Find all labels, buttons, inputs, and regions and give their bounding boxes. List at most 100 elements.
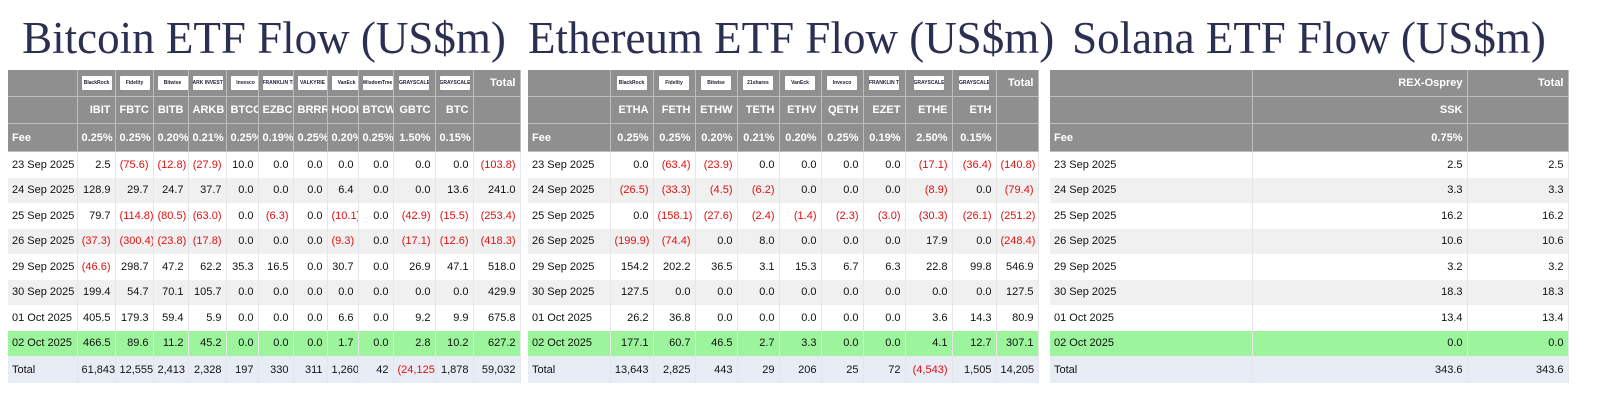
flow-value: (9.3) <box>327 228 359 254</box>
total-header: Total <box>996 70 1039 97</box>
flow-value: 16.2 <box>1467 203 1569 229</box>
flow-table: REX-Osprey Total SSK Fee 0.75% 23 Sep 2025 2.5… <box>1050 70 1569 383</box>
date: 02 Oct 2025 <box>528 330 611 356</box>
flow-value: 3.2 <box>1467 254 1569 280</box>
ticker: ETHV <box>779 96 822 124</box>
flow-value: 0.0 <box>258 305 294 331</box>
data-row: 29 Sep 2025 154.2 202.2 36.5 3.1 15.3 6.7 6.3 22… <box>528 254 1039 280</box>
flow-value: 13.4 <box>1467 305 1569 331</box>
flow-value: 13.6 <box>435 177 474 203</box>
flow-value: 2.7 <box>737 330 780 356</box>
flow-value: 0.0 <box>226 305 259 331</box>
flow-value: 0.0 <box>293 279 328 305</box>
flow-value: (10.1) <box>327 203 359 229</box>
fund-logo: BlackRock <box>616 76 647 90</box>
flow-value: (8.9) <box>905 177 953 203</box>
flow-value: (23.9) <box>695 151 738 178</box>
ticker: EZBC <box>258 96 294 124</box>
flow-value: 0.0 <box>821 177 864 203</box>
date: 23 Sep 2025 <box>8 151 78 178</box>
flow-value: (27.6) <box>695 203 738 229</box>
flow-value: 179.3 <box>115 305 154 331</box>
date: 23 Sep 2025 <box>528 151 611 178</box>
flow-value: 0.0 <box>905 279 953 305</box>
flow-value: 0.0 <box>293 330 328 356</box>
flow-value: 37.7 <box>188 177 227 203</box>
issuer: REX-Osprey <box>1252 70 1468 97</box>
total-row: Total 61,843 12,555 2,413 2,328 197 330 311 1,26… <box>8 356 521 383</box>
date: 29 Sep 2025 <box>1050 254 1253 280</box>
flow-value: 0.0 <box>293 151 328 178</box>
flow-value: (4.5) <box>695 177 738 203</box>
ticker: BITB <box>153 96 189 124</box>
fund-logo: ARK INVEST <box>192 76 223 90</box>
flow-value: 80.9 <box>996 305 1039 331</box>
ticker: SSK <box>1252 96 1468 124</box>
fee-row: Fee 0.25% 0.25% 0.20% 0.21% 0.20% 0.25% 0.19% 2.… <box>528 123 1039 152</box>
total-header: Total <box>1467 70 1569 97</box>
header-row: IBITFBTCBITBARKBBTCOEZBCBRRRHODLBTCWGBTC… <box>8 96 521 124</box>
flow-value: (74.4) <box>653 228 696 254</box>
flow-value: (17.1) <box>905 151 953 178</box>
flow-value: 5.9 <box>188 305 227 331</box>
flow-value: 10.2 <box>435 330 474 356</box>
flow-value: 202.2 <box>653 254 696 280</box>
flow-value: 0.0 <box>695 279 738 305</box>
fund-logo: Fidelity <box>119 76 150 90</box>
flow-value: 0.0 <box>863 151 906 178</box>
flow-value: 0.0 <box>435 151 474 178</box>
flow-value: 0.0 <box>610 151 654 178</box>
data-row: 25 Sep 2025 79.7 (114.8) (80.5) (63.0) 0.0 (6.… <box>8 203 521 229</box>
flow-value: 2.5 <box>1252 151 1468 178</box>
flow-value: 8.0 <box>737 228 780 254</box>
ticker: HODL <box>327 96 359 124</box>
flow-value: (80.5) <box>153 203 189 229</box>
fund-logo: GRAYSCALE <box>439 76 470 90</box>
fee-label: Fee <box>1050 123 1253 152</box>
fund-logo: 21shares <box>743 76 773 90</box>
table-title: Bitcoin ETF Flow (US$m) <box>22 13 506 63</box>
total-label: Total <box>8 356 78 383</box>
flow-value: 6.7 <box>821 254 864 280</box>
flow-value: 0.0 <box>737 151 780 178</box>
flow-value: 105.7 <box>188 279 227 305</box>
flow-value: 199.4 <box>77 279 116 305</box>
flow-value: 26.2 <box>610 305 654 331</box>
fee: 1.50% <box>393 123 436 152</box>
logo-cell: VanEck <box>779 70 822 97</box>
fund-logo: VanEck <box>785 76 815 90</box>
flow-value: (79.4) <box>996 177 1039 203</box>
date: 26 Sep 2025 <box>8 228 78 254</box>
total-value: 206 <box>779 356 822 383</box>
data-row: 23 Sep 2025 0.0 (63.4) (23.9) 0.0 0.0 0.0 0.0 (1… <box>528 151 1039 178</box>
date: 24 Sep 2025 <box>1050 177 1253 203</box>
fund-logo: WisdomTree <box>362 76 392 90</box>
flow-value: 2.5 <box>77 151 116 178</box>
fee: 0.20% <box>327 123 359 152</box>
logo-cell: ARK INVEST <box>188 70 227 97</box>
flow-value: (27.9) <box>188 151 227 178</box>
flow-value: 0.0 <box>779 177 822 203</box>
flow-value: 12.7 <box>952 330 997 356</box>
flow-value: 17.9 <box>905 228 953 254</box>
flow-value: 0.0 <box>358 151 394 178</box>
date: 02 Oct 2025 <box>1050 330 1253 356</box>
flow-value: (37.3) <box>77 228 116 254</box>
fee: 0.25% <box>610 123 654 152</box>
flow-value: (26.5) <box>610 177 654 203</box>
flow-value: 79.7 <box>77 203 116 229</box>
header-cell <box>528 70 611 97</box>
date: 01 Oct 2025 <box>528 305 611 331</box>
date: 25 Sep 2025 <box>528 203 611 229</box>
ticker: QETH <box>821 96 864 124</box>
flow-value: 0.0 <box>1467 330 1569 356</box>
flow-value: 47.2 <box>153 254 189 280</box>
total-value: 343.6 <box>1252 356 1468 383</box>
fee: 0.15% <box>435 123 474 152</box>
flow-value: 307.1 <box>996 330 1039 356</box>
flow-value: (140.8) <box>996 151 1039 178</box>
date: 25 Sep 2025 <box>8 203 78 229</box>
data-row: 29 Sep 2025 (46.6) 298.7 47.2 62.2 35.3 16.5 0.… <box>8 254 521 280</box>
flow-value: 0.0 <box>952 279 997 305</box>
flow-value: 0.0 <box>293 228 328 254</box>
